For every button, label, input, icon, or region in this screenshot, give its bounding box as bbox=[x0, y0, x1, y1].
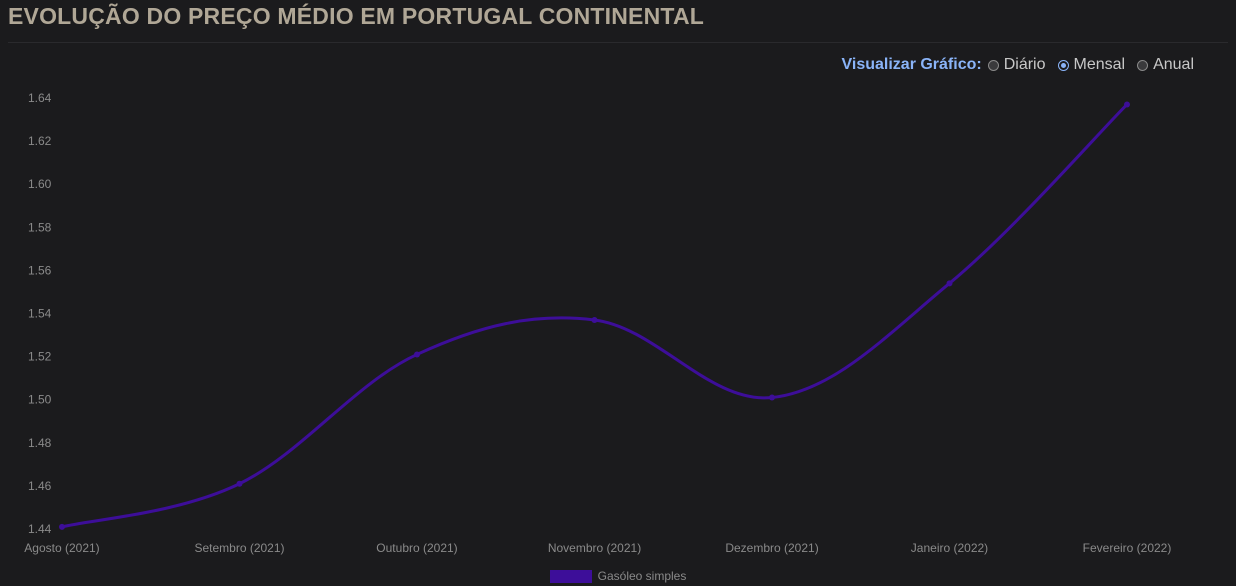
x-tick-label: Outubro (2021) bbox=[376, 541, 457, 555]
radio-label-mensal: Mensal bbox=[1073, 56, 1126, 73]
series-layer bbox=[59, 101, 1130, 530]
y-tick-label: 1.44 bbox=[28, 522, 52, 536]
x-tick-label: Novembro (2021) bbox=[548, 541, 641, 555]
radio-option-mensal[interactable]: Mensal bbox=[1057, 56, 1126, 74]
radio-label-anual: Anual bbox=[1153, 56, 1194, 73]
y-tick-label: 1.62 bbox=[28, 134, 52, 148]
y-tick-label: 1.60 bbox=[28, 177, 52, 191]
data-point[interactable] bbox=[946, 280, 953, 287]
data-point[interactable] bbox=[59, 523, 65, 530]
chart-legend[interactable]: Gasóleo simples bbox=[0, 569, 1236, 583]
radio-button-mensal[interactable] bbox=[1057, 59, 1069, 71]
y-tick-label: 1.64 bbox=[28, 91, 52, 105]
data-point[interactable] bbox=[236, 480, 243, 487]
page-title: EVOLUÇÃO DO PREÇO MÉDIO EM PORTUGAL CONT… bbox=[8, 3, 705, 29]
y-tick-label: 1.50 bbox=[28, 393, 52, 407]
y-tick-label: 1.58 bbox=[28, 220, 52, 234]
radio-option-diario[interactable]: Diário bbox=[987, 56, 1046, 74]
x-tick-label: Dezembro (2021) bbox=[725, 541, 818, 555]
data-point[interactable] bbox=[1124, 101, 1130, 108]
series-line bbox=[61, 103, 1129, 529]
data-point[interactable] bbox=[414, 351, 420, 358]
x-axis: Agosto (2021) Setembro (2021) Outubro (202… bbox=[24, 541, 1171, 555]
view-selector: Visualizar Gráfico: Diário Mensal Anual bbox=[842, 56, 1195, 74]
legend-swatch bbox=[549, 569, 592, 583]
data-point[interactable] bbox=[591, 316, 598, 323]
x-tick-label: Janeiro (2022) bbox=[911, 541, 988, 555]
title-divider bbox=[8, 42, 1228, 43]
x-tick-label: Agosto (2021) bbox=[24, 541, 99, 555]
y-tick-label: 1.56 bbox=[28, 263, 52, 277]
radio-button-anual[interactable] bbox=[1137, 59, 1149, 71]
radio-option-anual[interactable]: Anual bbox=[1137, 56, 1194, 74]
radio-button-diario[interactable] bbox=[987, 59, 999, 71]
legend-label: Gasóleo simples bbox=[597, 569, 687, 583]
y-tick-label: 1.48 bbox=[28, 436, 52, 450]
y-tick-label: 1.54 bbox=[28, 307, 52, 321]
view-selector-label: Visualizar Gráfico: bbox=[841, 56, 982, 73]
y-axis: 1.44 1.46 1.48 1.50 1.52 1.54 1.56 1.58 1.60 1.62… bbox=[28, 91, 52, 536]
x-tick-label: Fevereiro (2022) bbox=[1083, 541, 1172, 555]
data-point[interactable] bbox=[769, 394, 775, 401]
radio-label-diario: Diário bbox=[1003, 56, 1046, 73]
y-tick-label: 1.46 bbox=[28, 479, 52, 493]
x-tick-label: Setembro (2021) bbox=[194, 541, 284, 555]
y-tick-label: 1.52 bbox=[28, 350, 52, 364]
